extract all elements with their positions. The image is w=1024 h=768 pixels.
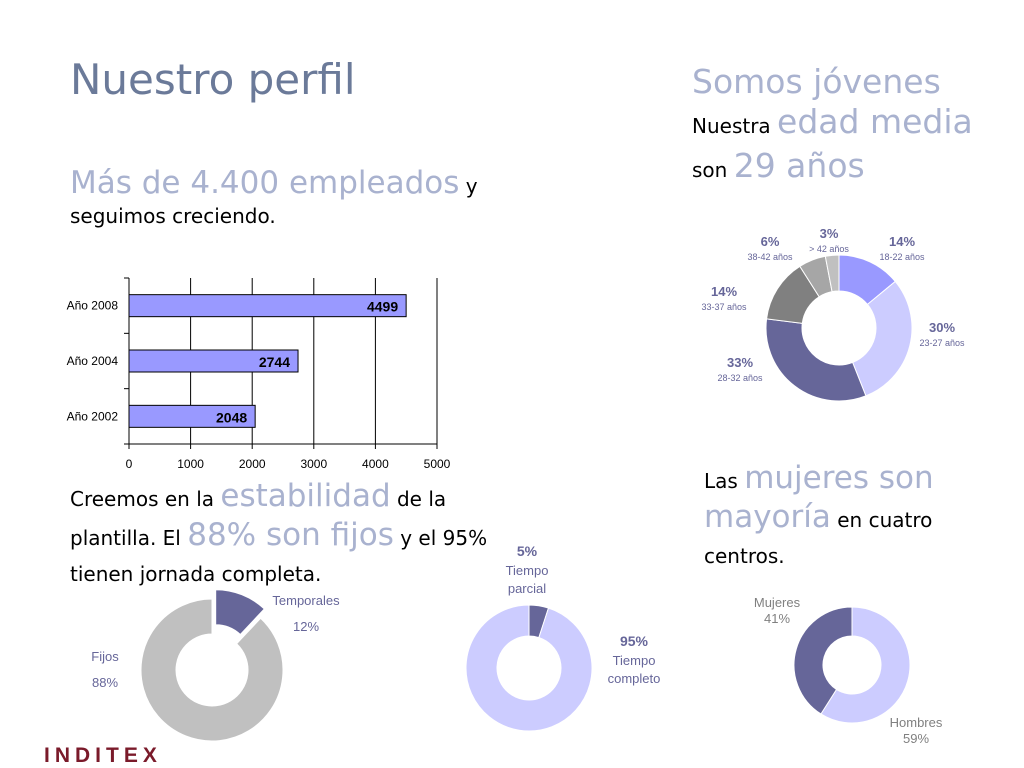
pie-slice — [851, 280, 913, 397]
stability-text-2: de la plantilla. El — [70, 487, 447, 550]
women-paragraph: Las mujeres son mayoría en cuatro centro… — [704, 460, 1004, 574]
time-slice-percent: 5% — [517, 543, 538, 559]
bar-category-label: Año 2004 — [67, 354, 119, 368]
age-line1-small: Nuestra — [692, 114, 778, 138]
gender-slice-percent: 41% — [764, 611, 790, 626]
employees-highlight: Más de 4.400 empleados — [70, 165, 460, 201]
women-text-2: en cuatro centros. — [704, 508, 933, 568]
pie-slice — [765, 318, 867, 402]
pie-slice — [824, 254, 840, 293]
bar-chart-tick-label: 1000 — [177, 457, 204, 471]
time-slice-label: Tiempo — [506, 563, 549, 578]
stability-text-1: Creemos en la — [70, 487, 221, 511]
stability-paragraph: Creemos en la estabilidad de la plantill… — [70, 478, 510, 592]
inditex-logo: INDITEX — [44, 744, 162, 767]
age-slice-percent: 30% — [929, 320, 955, 335]
age-title: Somos jóvenes — [692, 62, 941, 101]
time-slice-percent: 95% — [620, 633, 649, 649]
gender-slice-label: Hombres — [890, 715, 943, 730]
bar-category-label: Año 2002 — [67, 409, 119, 423]
age-slice-label: 18-22 años — [879, 252, 925, 262]
bar-chart-tick-label: 4000 — [362, 457, 389, 471]
bar-category-label: Año 2008 — [67, 299, 119, 313]
bar — [128, 404, 256, 428]
contract-slice-label: Fijos — [91, 649, 119, 664]
page-title: Nuestro perfil — [70, 55, 356, 104]
bar-data-label: 2048 — [216, 409, 247, 425]
bar-data-label: 2744 — [259, 354, 290, 370]
bar-chart-tick-label: 0 — [126, 457, 133, 471]
bar-data-label: 4499 — [367, 299, 398, 315]
bar — [128, 349, 299, 373]
stability-text-3: y el 95% tienen jornada completa. — [70, 526, 488, 586]
age-slice-percent: 14% — [889, 234, 915, 249]
bar-chart-tick-label: 3000 — [300, 457, 327, 471]
stability-highlight-1: estabilidad — [220, 478, 391, 514]
contract-slice-label: Temporales — [272, 593, 340, 608]
pie-slice — [793, 606, 853, 715]
age-slice-percent: 33% — [727, 355, 753, 370]
employees-subtitle-rest: y seguimos creciendo. — [70, 174, 478, 228]
time-slice-label: completo — [608, 671, 661, 686]
bar — [128, 294, 407, 318]
women-highlight: mujeres son mayoría — [704, 460, 934, 535]
age-slice-percent: 14% — [711, 284, 737, 299]
gender-slice-label: Mujeres — [754, 595, 801, 610]
contract-slice-percent: 12% — [293, 619, 319, 634]
women-text-1: Las — [704, 469, 745, 493]
stability-highlight-2: 88% son fijos — [187, 517, 394, 553]
age-subtitle: Nuestra edad media son 29 años — [692, 102, 973, 190]
age-slice-percent: 6% — [761, 234, 780, 249]
age-slice-label: 23-27 años — [919, 338, 965, 348]
time-slice-label: parcial — [508, 581, 546, 596]
age-slice-label: 33-37 años — [701, 302, 747, 312]
age-slice-label: 38-42 años — [747, 252, 793, 262]
pie-slice — [465, 604, 593, 732]
age-line2-big: 29 años — [733, 146, 865, 185]
age-slice-label: > 42 años — [809, 244, 849, 254]
time-slice-label: Tiempo — [613, 653, 656, 668]
age-slice-percent: 3% — [820, 226, 839, 241]
bar-chart-tick-label: 5000 — [424, 457, 451, 471]
employees-subtitle: Más de 4.400 empleados y seguimos crecie… — [70, 168, 540, 231]
age-slice-label: 28-32 años — [717, 373, 763, 383]
age-line1-big: edad media — [777, 102, 973, 141]
age-line2-small: son — [692, 158, 734, 182]
gender-slice-percent: 59% — [903, 731, 929, 746]
pie-slice — [820, 606, 911, 724]
bar-chart-tick-label: 2000 — [239, 457, 266, 471]
pie-slice — [140, 598, 284, 742]
pie-slice — [215, 589, 265, 636]
contract-slice-percent: 88% — [92, 675, 118, 690]
